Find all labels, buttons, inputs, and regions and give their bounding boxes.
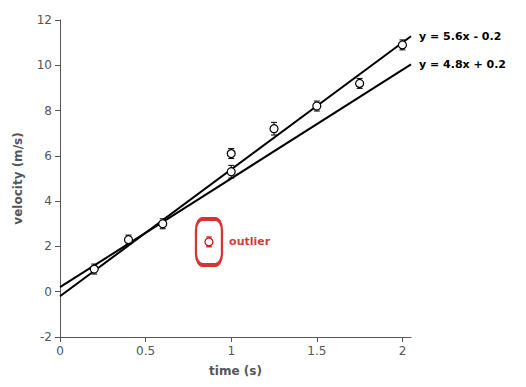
svg-text:y = 5.6x - 0.2: y = 5.6x - 0.2 <box>419 30 501 43</box>
svg-text:outlier: outlier <box>229 235 271 248</box>
svg-text:0: 0 <box>56 344 64 358</box>
svg-text:0: 0 <box>44 285 52 299</box>
svg-text:1.5: 1.5 <box>307 344 326 358</box>
svg-text:4: 4 <box>44 194 52 208</box>
svg-text:y = 4.8x + 0.2: y = 4.8x + 0.2 <box>419 58 506 71</box>
svg-text:12: 12 <box>37 13 52 27</box>
svg-text:-2: -2 <box>40 330 52 344</box>
svg-text:2: 2 <box>399 344 407 358</box>
svg-text:velocity (m/s): velocity (m/s) <box>11 132 25 224</box>
svg-text:2: 2 <box>44 239 52 253</box>
svg-text:1: 1 <box>227 344 235 358</box>
svg-text:8: 8 <box>44 104 52 118</box>
svg-text:6: 6 <box>44 149 52 163</box>
svg-text:time (s): time (s) <box>209 364 262 378</box>
svg-text:0.5: 0.5 <box>136 344 155 358</box>
svg-text:10: 10 <box>37 58 52 72</box>
